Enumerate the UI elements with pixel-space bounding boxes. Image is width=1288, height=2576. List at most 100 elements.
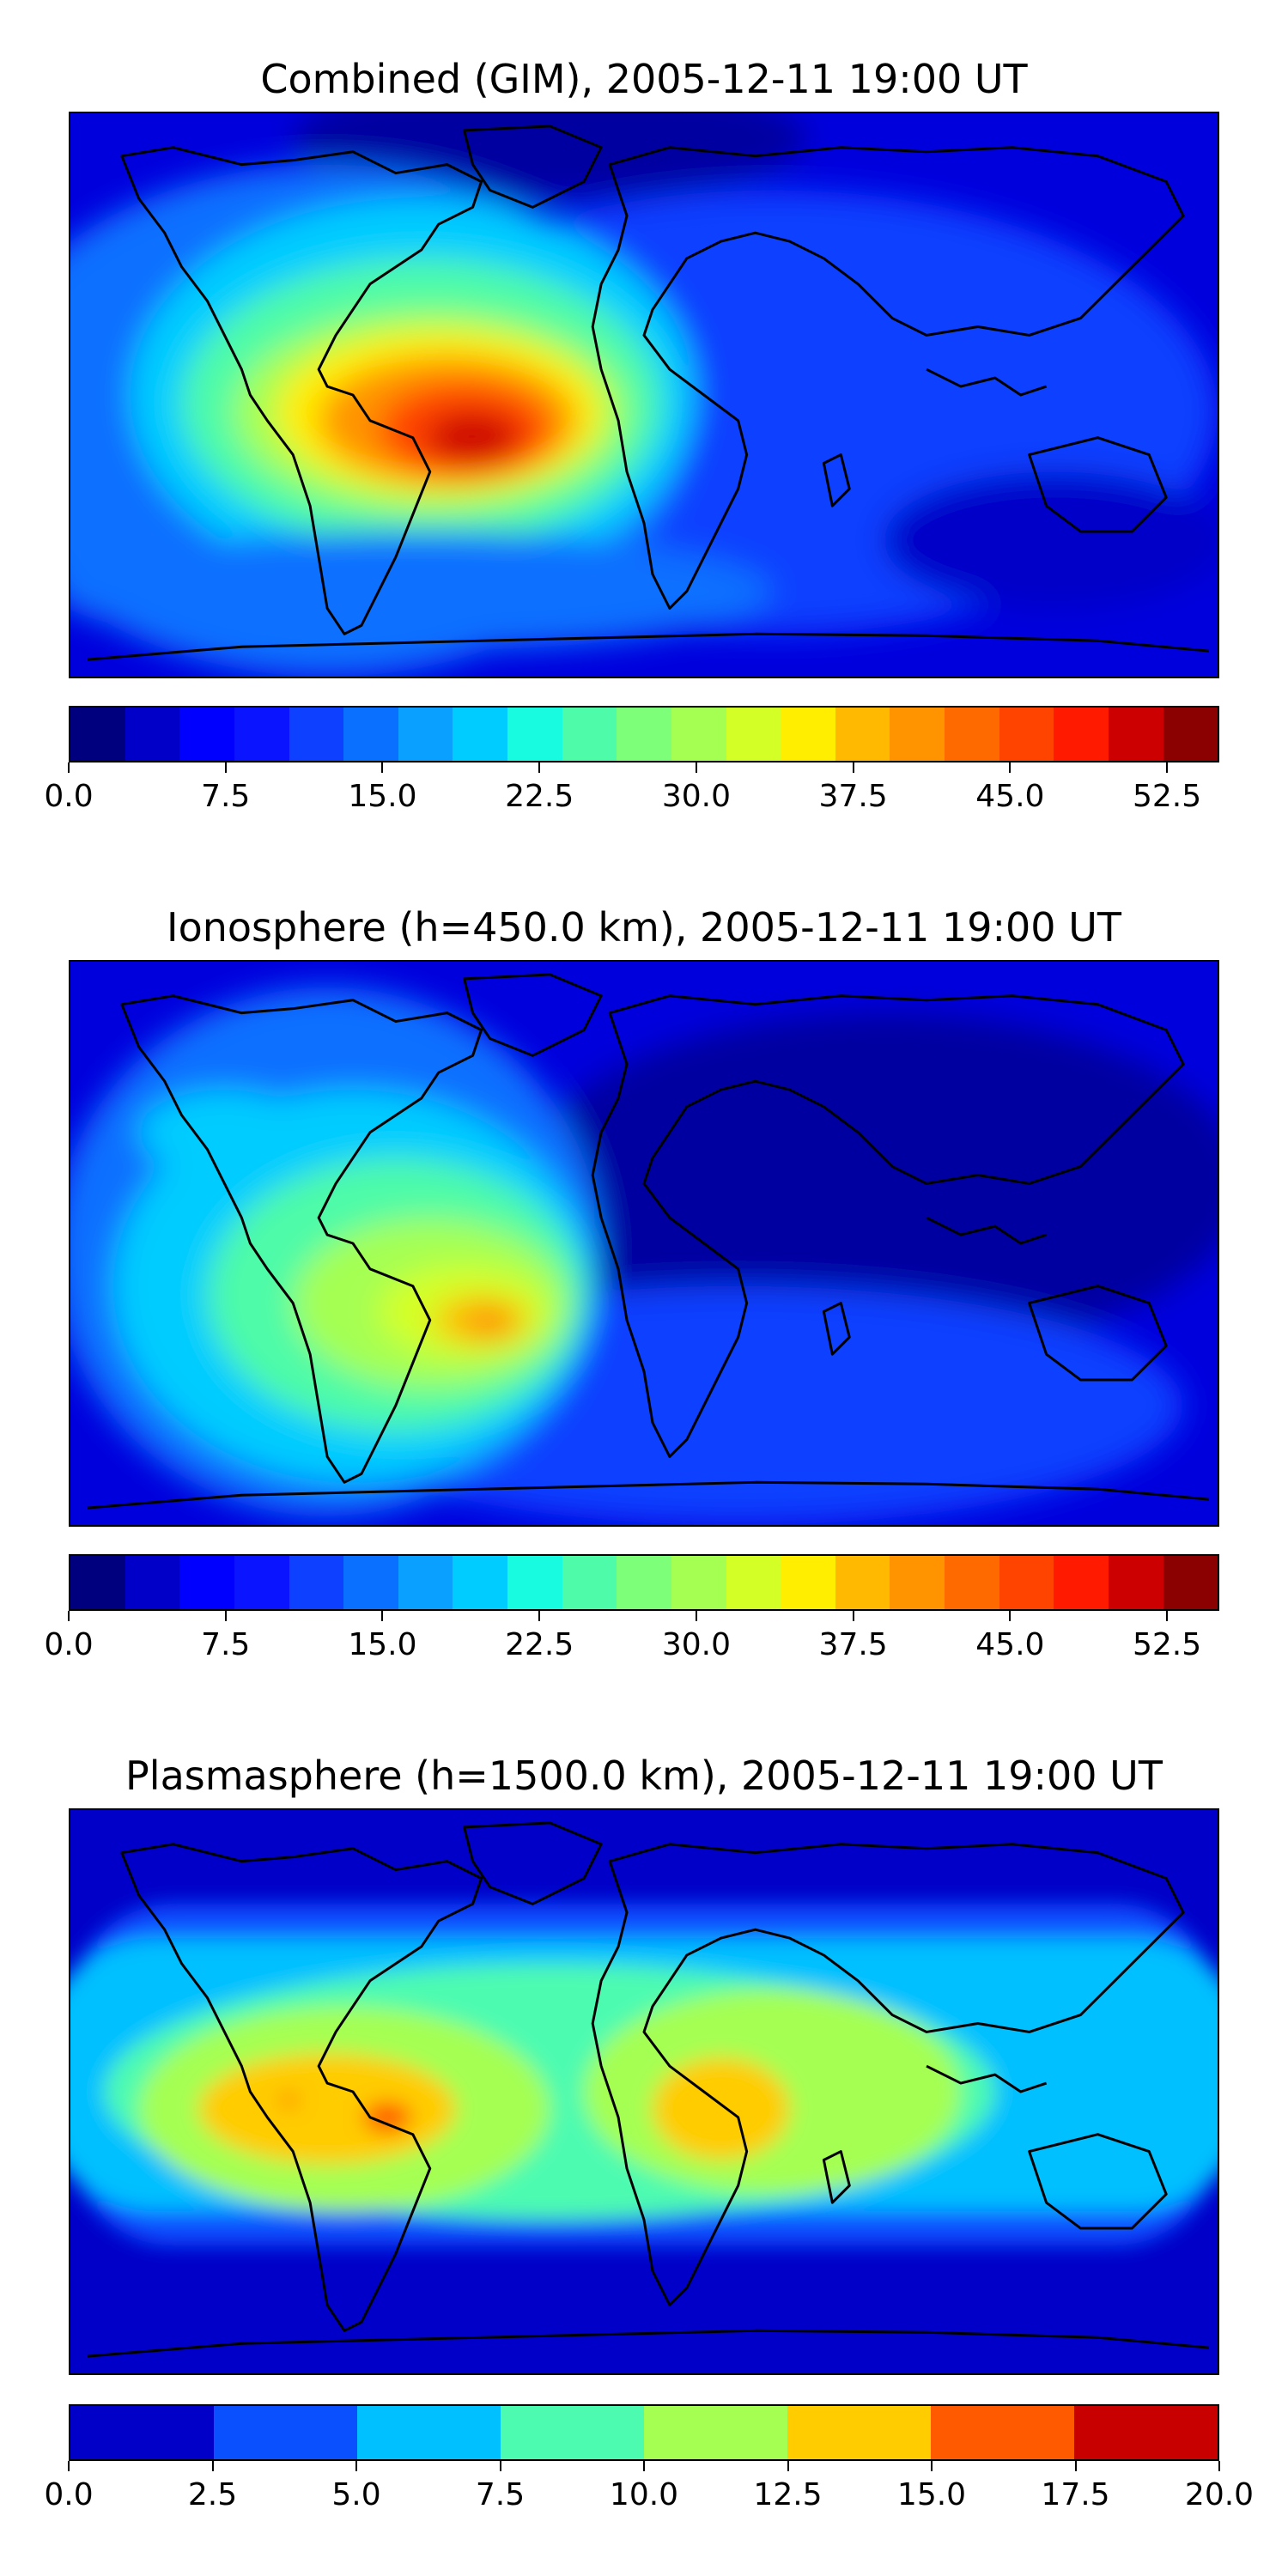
colorbar-segment bbox=[507, 708, 562, 761]
colorbar-tick bbox=[1074, 2461, 1077, 2471]
colorbar-segment bbox=[1054, 708, 1109, 761]
colorbar-ticks: 0.0 7.5 15.0 22.5 30.0 37.5 45.0 52.5 bbox=[44, 762, 1219, 814]
colorbar-tick bbox=[931, 2461, 933, 2471]
colorbar-tick bbox=[68, 2461, 70, 2471]
colorbar-segment bbox=[1163, 1556, 1218, 1609]
colorbar-tick-label: 15.0 bbox=[348, 779, 417, 814]
colorbar-tick-label: 12.5 bbox=[753, 2477, 823, 2512]
colorbar-segment bbox=[289, 1556, 344, 1609]
colorbar-tick bbox=[852, 762, 854, 773]
colorbar-segment bbox=[726, 708, 781, 761]
colorbar-segment bbox=[234, 708, 289, 761]
colorbar-segment bbox=[945, 1556, 999, 1609]
colorbar bbox=[69, 706, 1219, 762]
colorbar-tick-label: 0.0 bbox=[44, 779, 94, 814]
colorbar-tick-label: 22.5 bbox=[505, 1627, 574, 1662]
colorbar-tick bbox=[499, 2461, 501, 2471]
colorbar-tick bbox=[787, 2461, 789, 2471]
colorbar-tick-label: 20.0 bbox=[1184, 2477, 1255, 2512]
colorbar-segment bbox=[999, 1556, 1054, 1609]
colorbar-tick-label: 15.0 bbox=[896, 2477, 967, 2512]
colorbar-segment bbox=[835, 708, 890, 761]
colorbar-tick bbox=[381, 1611, 384, 1621]
colorbar-segment bbox=[70, 708, 125, 761]
colorbar-segment bbox=[835, 1556, 890, 1609]
colorbar-segment bbox=[343, 1556, 398, 1609]
colorbar-segment bbox=[999, 708, 1054, 761]
colorbar-segment bbox=[70, 1556, 125, 1609]
panel-title: Combined (GIM), 2005-12-11 19:00 UT bbox=[260, 56, 1028, 102]
colorbar-segment bbox=[787, 2406, 931, 2459]
colorbar-tick-label: 37.5 bbox=[818, 1627, 888, 1662]
combined-map bbox=[69, 112, 1219, 678]
colorbar-segment bbox=[501, 2406, 644, 2459]
colorbar-tick-label: 17.5 bbox=[1041, 2477, 1110, 2512]
colorbar-tick-label: 7.5 bbox=[201, 1627, 251, 1662]
panel-title: Ionosphere (h=450.0 km), 2005-12-11 19:0… bbox=[167, 904, 1121, 951]
colorbar-segment bbox=[453, 1556, 507, 1609]
colorbar-segment bbox=[945, 708, 999, 761]
colorbar-segment bbox=[398, 708, 453, 761]
colorbar-segment bbox=[1108, 708, 1163, 761]
colorbar-segment bbox=[644, 2406, 787, 2459]
colorbar-tick-label: 10.0 bbox=[609, 2477, 679, 2512]
colorbar-tick-label: 37.5 bbox=[818, 779, 888, 814]
colorbar-segment bbox=[125, 1556, 180, 1609]
colorbar-tick-label: 52.5 bbox=[1133, 779, 1202, 814]
colorbar-segment bbox=[453, 708, 507, 761]
colorbar-tick bbox=[355, 2461, 357, 2471]
colorbar-tick bbox=[224, 1611, 227, 1621]
ionosphere-map bbox=[69, 960, 1219, 1527]
colorbar-tick-label: 5.0 bbox=[331, 2477, 381, 2512]
colorbar-segment bbox=[890, 1556, 945, 1609]
colorbar-tick bbox=[538, 762, 541, 773]
colorbar-tick bbox=[538, 1611, 541, 1621]
colorbar-tick bbox=[1166, 762, 1169, 773]
colorbar-tick bbox=[1218, 2461, 1220, 2471]
colorbar-segment bbox=[781, 708, 835, 761]
colorbar bbox=[69, 2404, 1219, 2461]
colorbar-tick bbox=[695, 1611, 697, 1621]
colorbar-tick-label: 45.0 bbox=[975, 779, 1045, 814]
colorbar-tick-label: 7.5 bbox=[475, 2477, 526, 2512]
colorbar-tick bbox=[68, 1611, 70, 1621]
colorbar-segment bbox=[671, 1556, 726, 1609]
colorbar-ticks: 0.0 7.5 15.0 22.5 30.0 37.5 45.0 52.5 bbox=[44, 1611, 1219, 1662]
colorbar-tick-label: 0.0 bbox=[44, 2477, 94, 2512]
colorbar-segment bbox=[125, 708, 180, 761]
colorbar-tick-label: 0.0 bbox=[44, 1627, 94, 1662]
plasmasphere-map bbox=[69, 1808, 1219, 2375]
colorbar-segment bbox=[562, 1556, 617, 1609]
colorbar-tick bbox=[852, 1611, 854, 1621]
colorbar-segment bbox=[1108, 1556, 1163, 1609]
colorbar-segment bbox=[1054, 1556, 1109, 1609]
colorbar-tick-label: 45.0 bbox=[975, 1627, 1045, 1662]
colorbar-segment bbox=[398, 1556, 453, 1609]
colorbar-segment bbox=[70, 2406, 214, 2459]
colorbar-tick-label: 30.0 bbox=[661, 779, 731, 814]
colorbar-segment bbox=[179, 708, 234, 761]
colorbar-segment bbox=[343, 708, 398, 761]
colorbar-segment bbox=[1074, 2406, 1218, 2459]
colorbar-tick-label: 7.5 bbox=[201, 779, 251, 814]
colorbar-tick bbox=[381, 762, 384, 773]
colorbar-segment bbox=[781, 1556, 835, 1609]
colorbar-tick-label: 52.5 bbox=[1133, 1627, 1202, 1662]
colorbar-tick bbox=[1009, 1611, 1012, 1621]
colorbar-tick-label: 2.5 bbox=[187, 2477, 238, 2512]
colorbar-tick bbox=[643, 2461, 645, 2471]
colorbar-segment bbox=[931, 2406, 1074, 2459]
colorbar-tick bbox=[224, 762, 227, 773]
colorbar-tick-label: 22.5 bbox=[505, 779, 574, 814]
colorbar bbox=[69, 1554, 1219, 1611]
colorbar-segment bbox=[617, 708, 671, 761]
colorbar-segment bbox=[617, 1556, 671, 1609]
colorbar-segment bbox=[1163, 708, 1218, 761]
colorbar-segment bbox=[179, 1556, 234, 1609]
colorbar-segment bbox=[357, 2406, 501, 2459]
colorbar-tick bbox=[211, 2461, 214, 2471]
panel-title: Plasmasphere (h=1500.0 km), 2005-12-11 1… bbox=[125, 1753, 1163, 1799]
colorbar-ticks: 0.0 2.5 5.0 7.5 10.0 12.5 15.0 17.5 20.0 bbox=[44, 2461, 1254, 2512]
colorbar-tick bbox=[1166, 1611, 1169, 1621]
colorbar-segment bbox=[214, 2406, 357, 2459]
